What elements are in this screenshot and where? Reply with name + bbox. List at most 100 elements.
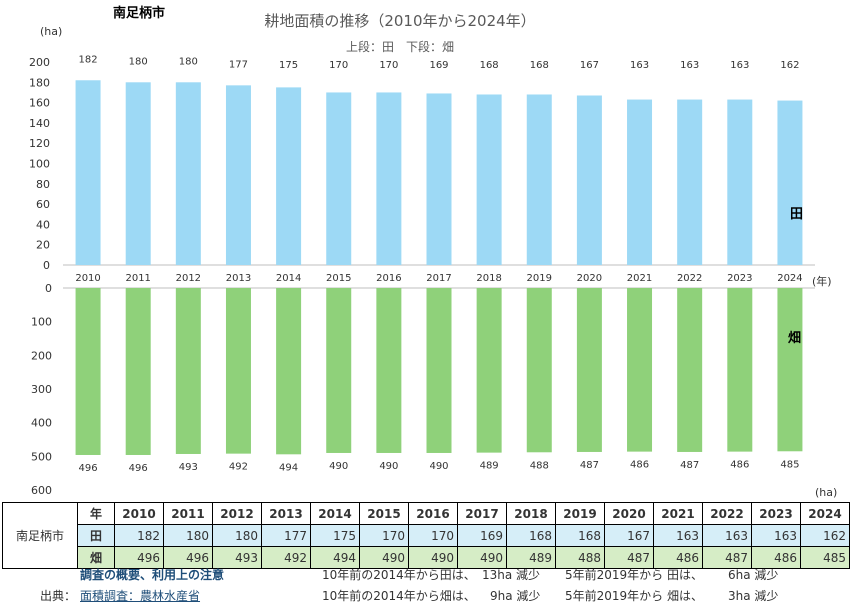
table-value-cell: 490 — [359, 546, 409, 569]
table-year-cell: 2010 — [114, 502, 164, 525]
ta-bar — [75, 80, 101, 266]
x-tick-label: 2011 — [125, 273, 150, 284]
ha-data-label: 494 — [279, 462, 298, 473]
ta-bar — [376, 92, 402, 265]
ha-data-label: 490 — [379, 461, 398, 472]
table-value-cell: 182 — [114, 524, 164, 547]
table-region-label: 南足柄市 — [2, 502, 78, 569]
ha-bar — [727, 288, 753, 452]
table-value-cell: 485 — [800, 546, 850, 569]
ta-bar — [175, 82, 201, 265]
top-ytick-label: 180 — [29, 76, 50, 89]
ha-data-label: 490 — [329, 461, 348, 472]
bottom-ylabel: (ha) — [815, 486, 837, 499]
table-value-cell: 175 — [310, 524, 360, 547]
top-ytick-label: 0 — [43, 259, 50, 272]
table-year-header: 年 — [77, 502, 115, 525]
ha-data-label: 493 — [179, 462, 198, 473]
ha-bar — [476, 288, 502, 453]
ha-data-label: 485 — [780, 459, 799, 470]
table-year-cell: 2016 — [408, 502, 458, 525]
table-value-cell: 163 — [751, 524, 801, 547]
source-link[interactable]: 面積調査：農林水産省 — [80, 589, 201, 603]
table-year-cell: 2017 — [457, 502, 507, 525]
ha-bar — [777, 288, 803, 452]
x-tick-label: 2015 — [326, 273, 351, 284]
chart-title: 耕地面積の推移（2010年から2024年） — [264, 12, 536, 30]
table-value-cell: 493 — [212, 546, 262, 569]
ta-series-label: 田 — [790, 207, 803, 222]
ha-data-label: 487 — [680, 460, 699, 471]
ta-bar — [125, 82, 151, 265]
survey-overview-link[interactable]: 調査の概要、利用上の注意 — [80, 568, 225, 582]
table-value-cell: 180 — [212, 524, 262, 547]
bottom-ytick-label: 100 — [31, 316, 52, 329]
table-year-cell: 2021 — [653, 502, 703, 525]
table-year-cell: 2015 — [359, 502, 409, 525]
ta-data-label: 163 — [730, 60, 749, 71]
table-year-cell: 2020 — [604, 502, 654, 525]
ta-bar — [627, 99, 653, 266]
ha-bar — [526, 288, 552, 453]
note-ta-5y-value: 6ha 減少 — [728, 568, 779, 582]
table-value-cell: 492 — [261, 546, 311, 569]
ta-data-label: 180 — [179, 56, 198, 67]
ta-data-label: 169 — [429, 60, 448, 71]
note-ha-5y-value: 3ha 減少 — [728, 589, 779, 603]
ta-bar — [526, 94, 552, 265]
ta-bar — [276, 87, 302, 265]
ta-data-label: 168 — [530, 60, 549, 71]
x-tick-label: 2020 — [577, 273, 602, 284]
table-value-cell: 163 — [653, 524, 703, 547]
x-tick-label: 2012 — [176, 273, 201, 284]
ha-bar — [376, 288, 402, 453]
table-value-cell: 180 — [163, 524, 213, 547]
x-tick-label: 2014 — [276, 273, 301, 284]
ha-bar — [627, 288, 653, 452]
ha-bar — [125, 288, 151, 455]
table-value-cell: 490 — [408, 546, 458, 569]
rice-paddy-chart: (ha) 0 20 40 60 80 100 120 140 160 180 200 182 2010 18… — [29, 25, 832, 288]
ha-data-label: 489 — [480, 461, 499, 472]
ha-data-label: 492 — [229, 462, 248, 473]
ta-data-label: 167 — [580, 60, 599, 71]
farmland-chart: (ha) 0 20 40 60 80 100 120 140 160 180 200 182 2010 18… — [29, 25, 837, 499]
top-ytick-label: 200 — [29, 56, 50, 69]
x-tick-label: 2013 — [226, 273, 251, 284]
top-ylabel: (ha) — [40, 25, 62, 38]
ha-bar — [75, 288, 101, 455]
ha-data-label: 496 — [79, 463, 98, 474]
ta-data-label: 163 — [630, 60, 649, 71]
bottom-ytick-label: 600 — [31, 484, 52, 497]
x-tick-label: 2017 — [426, 273, 451, 284]
table-value-cell: 170 — [359, 524, 409, 547]
table-year-cell: 2014 — [310, 502, 360, 525]
bottom-ytick-label: 500 — [31, 450, 52, 463]
table-year-cell: 2023 — [751, 502, 801, 525]
ha-bar — [175, 288, 201, 454]
ha-data-label: 486 — [630, 460, 649, 471]
source-label: 出典： — [40, 589, 77, 603]
table-row-ha: 畑 496 496 493 492 494 490 490 490 489 488 487 486 487… — [3, 546, 850, 569]
ta-bar — [576, 95, 602, 266]
x-tick-label: 2022 — [677, 273, 702, 284]
table-value-cell: 170 — [408, 524, 458, 547]
top-ytick-label: 100 — [29, 158, 50, 171]
ha-bar — [276, 288, 302, 455]
ha-bar — [426, 288, 452, 453]
table-year-cell: 2018 — [506, 502, 556, 525]
x-tick-label: 2010 — [75, 273, 100, 284]
table-value-cell: 168 — [555, 524, 605, 547]
table-year-cell: 2013 — [261, 502, 311, 525]
ta-bar — [476, 94, 502, 265]
note-ta-10y: 10年前の2014年から田は、 — [322, 568, 476, 582]
ta-bar — [326, 92, 352, 265]
note-ta-5y: 5年前2019年から 田は、 — [565, 568, 703, 582]
table-value-cell: 486 — [653, 546, 703, 569]
table-value-cell: 163 — [702, 524, 752, 547]
x-tick-label: 2023 — [727, 273, 752, 284]
top-ytick-label: 160 — [29, 97, 50, 110]
note-ha-5y: 5年前2019年から 畑は、 — [565, 589, 703, 603]
ta-bar — [677, 99, 703, 266]
ha-series-label: 畑 — [788, 331, 801, 346]
